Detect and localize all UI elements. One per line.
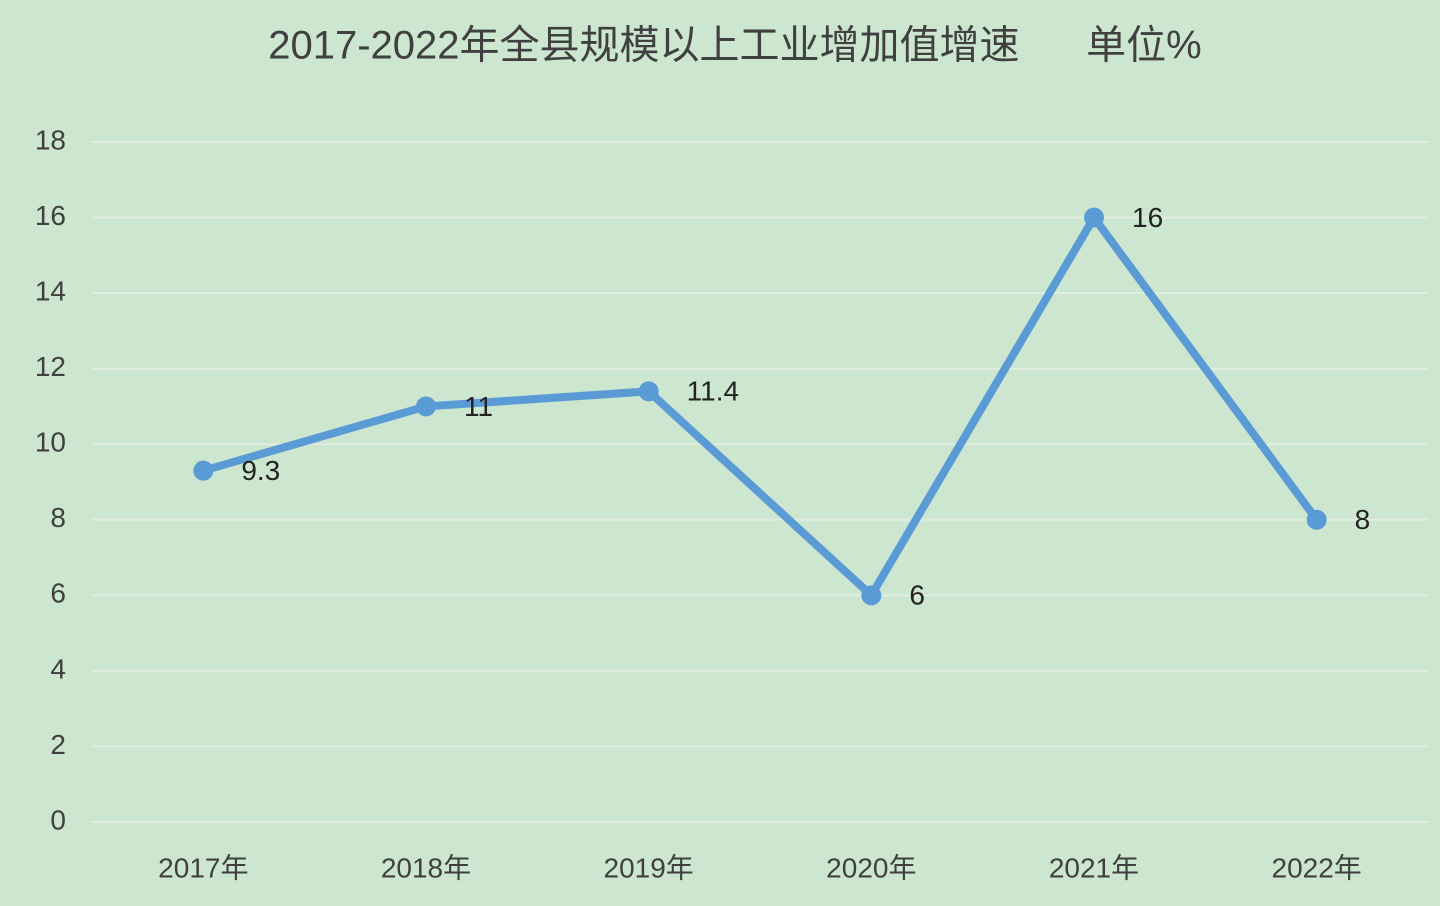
data-point (193, 460, 214, 481)
y-tick-label: 6 (50, 578, 66, 609)
x-tick-label: 2022年 (1272, 852, 1362, 883)
data-point (416, 396, 436, 417)
y-tick-label: 18 (35, 124, 66, 155)
data-label: 6 (909, 580, 925, 611)
y-tick-label: 0 (50, 804, 66, 835)
chart-title: 2017-2022年全县规模以上工业增加值增速 单位% (268, 24, 1202, 68)
x-tick-label: 2018年 (381, 852, 471, 883)
x-tick-label: 2017年 (158, 852, 248, 883)
x-tick-label: 2021年 (1049, 852, 1139, 883)
data-point (638, 381, 659, 402)
x-tick-label: 2020年 (826, 852, 916, 883)
data-label: 11.4 (687, 376, 739, 407)
data-label: 11 (464, 391, 493, 422)
y-tick-label: 10 (35, 427, 66, 458)
y-tick-label: 14 (35, 276, 66, 307)
y-tick-label: 4 (50, 653, 66, 684)
y-tick-label: 2 (50, 729, 66, 760)
data-label: 8 (1355, 504, 1371, 535)
y-tick-label: 12 (35, 351, 66, 382)
y-tick-label: 8 (50, 502, 66, 533)
data-point (1084, 207, 1104, 228)
data-label: 16 (1132, 202, 1163, 233)
data-label: 9.3 (241, 455, 280, 486)
data-point (861, 585, 882, 606)
y-tick-label: 16 (35, 200, 66, 231)
data-point (1306, 509, 1327, 530)
x-tick-label: 2019年 (604, 852, 694, 883)
data-line (199, 213, 1321, 600)
